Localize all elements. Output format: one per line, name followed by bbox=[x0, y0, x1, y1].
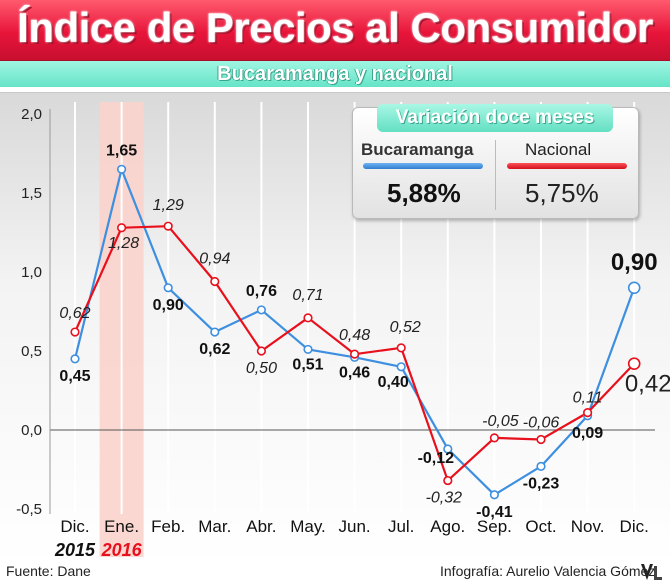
y-tick-label: 1,0 bbox=[21, 264, 42, 281]
data-label-nacional: 0,94 bbox=[199, 250, 230, 267]
data-label-nacional: 0,42 bbox=[625, 371, 670, 398]
data-label-bucaramanga: 0,76 bbox=[246, 283, 277, 300]
vanguardia-logo-icon bbox=[641, 564, 662, 580]
data-point bbox=[627, 357, 641, 370]
y-tick-label: 0,0 bbox=[21, 422, 42, 439]
y-tick-label: 0,5 bbox=[21, 343, 42, 360]
x-tick-label: May. bbox=[290, 517, 326, 536]
legend-value-bucaramanga: 5,88% bbox=[387, 178, 461, 208]
x-tick-label: Dic. bbox=[60, 517, 89, 536]
credit-note: Infografía: Aurelio Valencia Gómez bbox=[440, 563, 656, 579]
subtitle-banner: Bucaramanga y nacional bbox=[0, 61, 670, 87]
data-point bbox=[116, 164, 127, 174]
data-label-bucaramanga: 0,51 bbox=[292, 356, 323, 373]
data-point bbox=[536, 461, 546, 471]
data-point bbox=[256, 305, 267, 315]
data-point bbox=[163, 221, 173, 231]
data-label-bucaramanga: 0,46 bbox=[339, 364, 370, 381]
data-point bbox=[443, 444, 453, 454]
y-tick-label: 2,0 bbox=[21, 106, 42, 123]
data-label-nacional: 1,28 bbox=[108, 235, 139, 252]
x-tick-label: Mar. bbox=[198, 517, 231, 536]
data-point bbox=[116, 223, 127, 233]
data-point bbox=[303, 313, 313, 323]
legend-heading: Variación doce meses bbox=[377, 104, 613, 132]
data-label-nacional: 1,29 bbox=[153, 197, 184, 214]
legend-value-nacional: 5,75% bbox=[525, 178, 599, 208]
data-point bbox=[210, 327, 220, 337]
data-point bbox=[210, 276, 220, 287]
x-tick-label: Ago. bbox=[430, 517, 465, 536]
x-tick-label: Sep. bbox=[477, 517, 512, 536]
x-tick-label: Dic. bbox=[620, 517, 649, 536]
data-point bbox=[256, 346, 267, 356]
legend-swatch-nacional bbox=[507, 163, 627, 169]
page-subtitle: Bucaramanga y nacional bbox=[217, 63, 453, 85]
x-tick-label: Ene. bbox=[104, 517, 139, 536]
legend-divider bbox=[495, 140, 496, 210]
data-label-nacional: 0,48 bbox=[339, 327, 370, 344]
data-label-bucaramanga: -0,12 bbox=[418, 450, 455, 467]
y-tick-label: 1,5 bbox=[21, 185, 42, 202]
data-label-nacional: 0,50 bbox=[246, 360, 277, 377]
data-point bbox=[443, 475, 453, 486]
x-tick-label: Nov. bbox=[571, 517, 605, 536]
data-point bbox=[489, 433, 500, 443]
year-label: 2016 bbox=[101, 540, 143, 560]
legend-name-bucaramanga: Bucaramanga bbox=[361, 140, 474, 159]
data-label-bucaramanga: 0,62 bbox=[199, 341, 230, 358]
x-tick-label: Jun. bbox=[339, 517, 371, 536]
data-label-bucaramanga: 0,09 bbox=[572, 425, 603, 442]
data-point bbox=[70, 354, 80, 364]
x-tick-label: Abr. bbox=[246, 517, 276, 536]
data-label-nacional: 0,11 bbox=[573, 390, 603, 407]
legend-swatch-bucaramanga bbox=[363, 163, 483, 169]
title-banner: Índice de Precios al Consumidor bbox=[0, 0, 670, 62]
data-label-nacional: 0,52 bbox=[390, 319, 421, 336]
data-label-bucaramanga: 0,40 bbox=[378, 374, 409, 391]
x-tick-label: Oct. bbox=[525, 517, 556, 536]
data-label-bucaramanga: 0,90 bbox=[611, 249, 658, 276]
data-label-bucaramanga: -0,41 bbox=[476, 504, 513, 521]
data-label-bucaramanga: 1,65 bbox=[106, 142, 137, 159]
data-label-bucaramanga: 0,90 bbox=[153, 297, 184, 314]
data-label-nacional: -0,32 bbox=[426, 490, 463, 507]
data-label-bucaramanga: 0,45 bbox=[59, 368, 90, 385]
legend-name-nacional: Nacional bbox=[525, 140, 592, 159]
data-label-nacional: -0,05 bbox=[482, 413, 519, 430]
data-point bbox=[582, 408, 593, 418]
data-point bbox=[303, 344, 313, 355]
data-point bbox=[396, 362, 406, 372]
data-label-nacional: 0,71 bbox=[292, 287, 323, 304]
data-point bbox=[627, 281, 641, 295]
legend-panel: Variación doce meses Bucaramanga 5,88% N… bbox=[352, 104, 639, 219]
data-label-bucaramanga: -0,23 bbox=[523, 475, 560, 492]
page-title: Índice de Precios al Consumidor bbox=[17, 4, 653, 51]
data-point bbox=[163, 283, 173, 293]
year-label: 2015 bbox=[54, 540, 96, 560]
data-point bbox=[350, 349, 360, 359]
y-tick-label: -0,5 bbox=[16, 501, 42, 518]
source-note: Fuente: Dane bbox=[6, 563, 91, 579]
data-point bbox=[489, 490, 500, 500]
x-tick-label: Feb. bbox=[151, 517, 185, 536]
data-point bbox=[536, 434, 546, 445]
data-label-nacional: 0,62 bbox=[59, 305, 90, 322]
data-point bbox=[70, 327, 80, 337]
x-tick-label: Jul. bbox=[388, 517, 414, 536]
data-point bbox=[396, 343, 406, 353]
data-label-nacional: -0,06 bbox=[523, 414, 560, 431]
